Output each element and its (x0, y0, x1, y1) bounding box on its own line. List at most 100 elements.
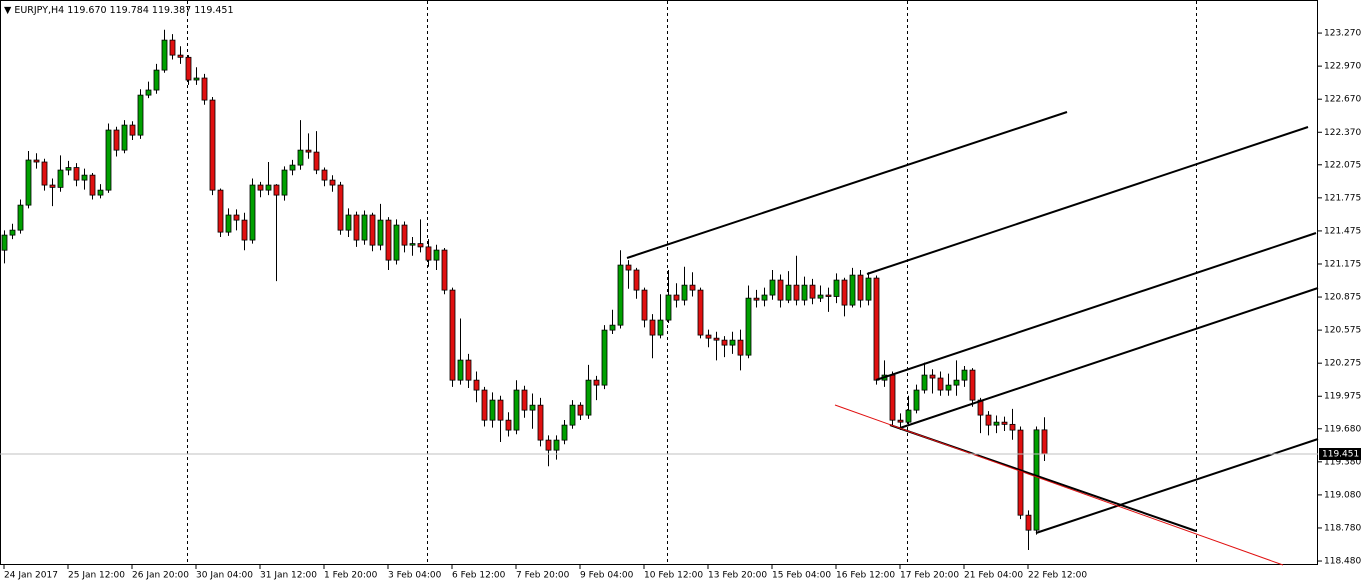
candle-body (153, 69, 160, 91)
candle-body (905, 409, 912, 423)
candle-body (681, 284, 688, 301)
candle-body (625, 264, 632, 271)
x-tick-label: 26 Jan 20:00 (132, 571, 189, 581)
candle-body (721, 339, 728, 346)
candle-body (409, 243, 416, 246)
candle-body (65, 167, 72, 171)
candle-body (305, 149, 312, 153)
x-tick-label: 21 Feb 04:00 (964, 571, 1023, 581)
red-trend-line (834, 404, 1284, 566)
candle-body (825, 294, 832, 297)
candle-body (945, 384, 952, 391)
candle-body (393, 224, 400, 261)
candle-body (857, 274, 864, 301)
y-tick-label: 121.175 (1324, 259, 1361, 269)
candle-body (361, 214, 368, 241)
candle-body (113, 129, 120, 151)
candle-body (281, 169, 288, 196)
candle-body (137, 94, 144, 136)
candle-body (417, 243, 424, 248)
candle-body (289, 164, 296, 171)
x-tick-label: 17 Feb 20:00 (900, 571, 959, 581)
candle-body (641, 289, 648, 321)
y-tick-label: 119.975 (1324, 392, 1361, 402)
candle-body (17, 204, 24, 231)
candle-body (601, 329, 608, 386)
candle-body (777, 279, 784, 301)
candle-body (665, 294, 672, 321)
y-tick-label: 122.075 (1324, 160, 1361, 170)
candle-body (217, 189, 224, 233)
candle-body (337, 184, 344, 231)
candle-body (73, 167, 80, 181)
candle-body (177, 54, 184, 58)
candle-body (41, 161, 48, 186)
candle-body (841, 279, 848, 306)
symbol: EURJPY,H4 (14, 5, 64, 16)
candle-body (169, 39, 176, 56)
candle-body (321, 169, 328, 181)
candle-body (809, 284, 816, 299)
y-tick-label: 123.270 (1324, 29, 1361, 39)
candle-body (33, 159, 40, 163)
candle-body (873, 277, 880, 381)
candle-body (545, 439, 552, 451)
x-tick-label: 7 Feb 20:00 (516, 571, 570, 581)
candle-body (889, 374, 896, 421)
candle-body (553, 439, 560, 451)
candle-body (649, 319, 656, 336)
candle-body (89, 174, 96, 196)
candle-body (25, 159, 32, 206)
candle-body (1041, 429, 1048, 455)
candle-body (209, 99, 216, 191)
low-label: 119.387 (152, 5, 191, 16)
candle-body (673, 294, 680, 301)
candle-body (569, 404, 576, 426)
y-tick-label: 121.475 (1324, 226, 1361, 236)
y-tick-label: 121.775 (1324, 193, 1361, 203)
candle-body (497, 399, 504, 421)
candle-body (185, 56, 192, 81)
x-tick-label: 25 Jan 12:00 (68, 571, 125, 581)
x-tick-label: 15 Feb 04:00 (772, 571, 831, 581)
y-tick-label: 120.275 (1324, 359, 1361, 369)
candle-body (521, 389, 528, 411)
candle-body (201, 77, 208, 101)
candle-body (129, 124, 136, 136)
candle-body (785, 284, 792, 301)
y-tick-label: 118.480 (1324, 557, 1361, 567)
candle-body (609, 324, 616, 331)
x-tick-label: 9 Feb 04:00 (580, 571, 634, 581)
plot-frame (0, 0, 1318, 565)
candle-body (689, 284, 696, 291)
candle-body (145, 89, 152, 96)
y-tick-label: 119.680 (1324, 424, 1361, 434)
y-tick-label: 122.970 (1324, 62, 1361, 72)
candle-body (937, 377, 944, 391)
candle-body (793, 284, 800, 301)
candle-body (273, 184, 280, 196)
candle-body (737, 339, 744, 356)
candle-body (953, 379, 960, 386)
candle-body (425, 246, 432, 261)
candle-body (401, 224, 408, 246)
candle-body (465, 359, 472, 381)
candle-body (833, 279, 840, 297)
candle-body (729, 339, 736, 346)
candle-body (713, 337, 720, 341)
candle-body (585, 379, 592, 416)
candle-body (481, 389, 488, 421)
candle-body (561, 424, 568, 441)
candle-body (761, 294, 768, 301)
x-tick-label: 10 Feb 12:00 (644, 571, 703, 581)
candle-body (617, 264, 624, 326)
x-tick-label: 31 Jan 12:00 (260, 571, 317, 581)
y-tick-label: 120.575 (1324, 326, 1361, 336)
x-tick-label: 13 Feb 20:00 (708, 571, 767, 581)
candle-body (633, 269, 640, 291)
candle-body (921, 374, 928, 391)
candle-body (433, 249, 440, 261)
candle-body (9, 229, 16, 236)
y-tick-label: 120.875 (1324, 293, 1361, 303)
